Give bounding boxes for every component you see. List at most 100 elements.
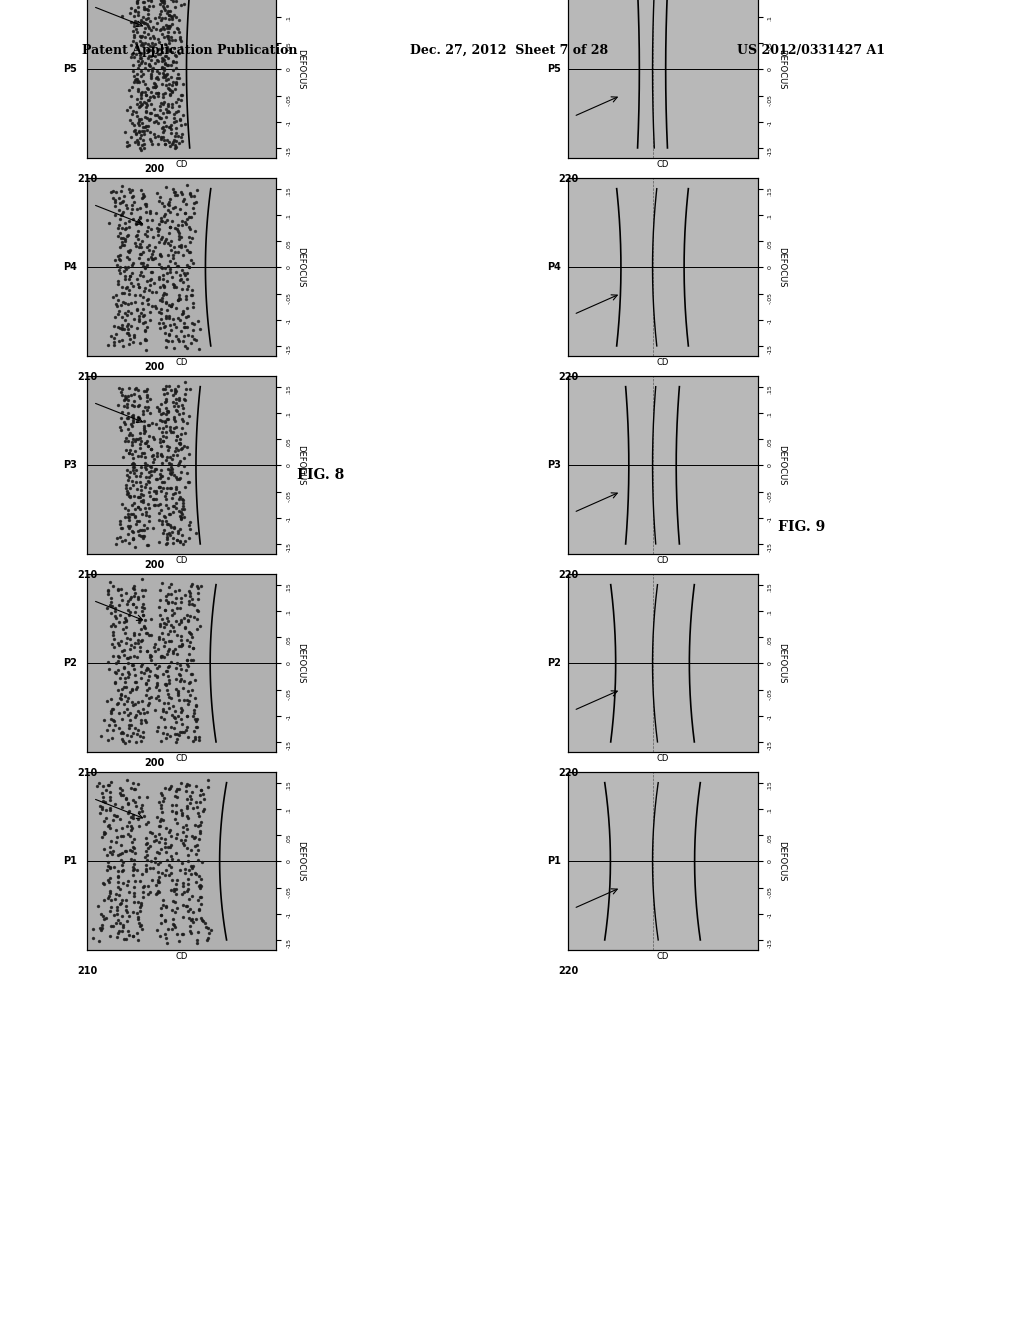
Point [136,321,153,342]
Point [102,915,119,936]
Point [154,290,170,312]
Point [173,0,189,7]
Point [175,403,191,424]
Point [138,193,155,214]
Point [130,929,146,950]
Point [133,53,150,74]
Point [138,858,155,879]
Point [132,44,148,65]
Point [128,213,144,234]
Point [119,0,135,5]
Point [142,644,159,665]
Point [145,636,162,657]
Point [184,705,201,726]
Point [164,210,180,231]
Point [106,672,123,693]
Point [189,589,206,610]
Point [137,279,154,300]
Point [131,912,147,933]
Point [116,644,132,665]
Point [147,847,164,869]
Point [154,128,170,149]
Point [129,129,145,150]
Point [119,247,135,268]
Point [148,50,165,71]
Point [120,793,136,814]
Point [174,634,190,655]
Point [180,859,197,880]
Point [171,450,187,471]
Point [181,206,198,227]
Point [162,420,178,441]
Point [128,513,144,535]
Point [128,0,144,4]
Point [152,605,168,626]
Point [105,334,122,355]
Point [139,400,156,421]
Point [168,496,184,517]
Point [144,33,161,54]
Point [154,24,170,45]
Point [129,15,145,36]
Point [178,240,195,261]
Point [163,834,179,855]
Point [173,772,189,793]
Point [135,422,152,444]
Point [140,659,157,680]
Point [165,421,181,442]
Point [153,730,169,751]
Point [169,824,185,845]
Point [174,123,190,144]
Point [158,228,174,249]
Point [134,187,151,209]
Point [120,803,136,824]
Point [146,296,163,317]
Point [150,86,166,107]
Point [181,672,198,693]
Point [124,186,140,207]
Point [116,282,132,304]
Point [150,44,166,65]
Point [103,591,120,612]
Point [127,0,143,8]
Point [182,333,199,354]
Point [171,614,187,635]
Point [131,801,147,822]
Point [160,593,176,614]
Point [179,605,196,626]
Point [119,315,135,337]
Point [126,457,142,478]
Point [121,81,137,102]
Point [100,730,117,751]
Point [132,896,148,917]
Point [117,385,133,407]
Point [133,61,150,82]
Point [112,209,128,230]
Point [92,803,109,824]
Point [156,616,172,638]
Point [179,649,196,671]
Point [165,309,181,330]
Point [175,447,191,469]
Point [116,639,132,660]
Point [165,178,181,199]
Point [126,859,142,880]
Point [169,624,185,645]
Point [144,227,161,248]
Point [147,67,164,88]
Point [113,418,129,440]
Point [114,861,130,882]
Point [152,214,168,235]
Point [157,829,173,850]
Point [114,228,130,249]
Point [158,257,174,279]
Point [164,913,180,935]
Point [154,73,170,94]
Point [138,640,155,661]
Point [137,396,154,417]
Point [131,0,147,8]
Point [152,597,168,618]
Point [119,725,135,746]
Point [162,0,178,21]
Point [138,391,155,412]
